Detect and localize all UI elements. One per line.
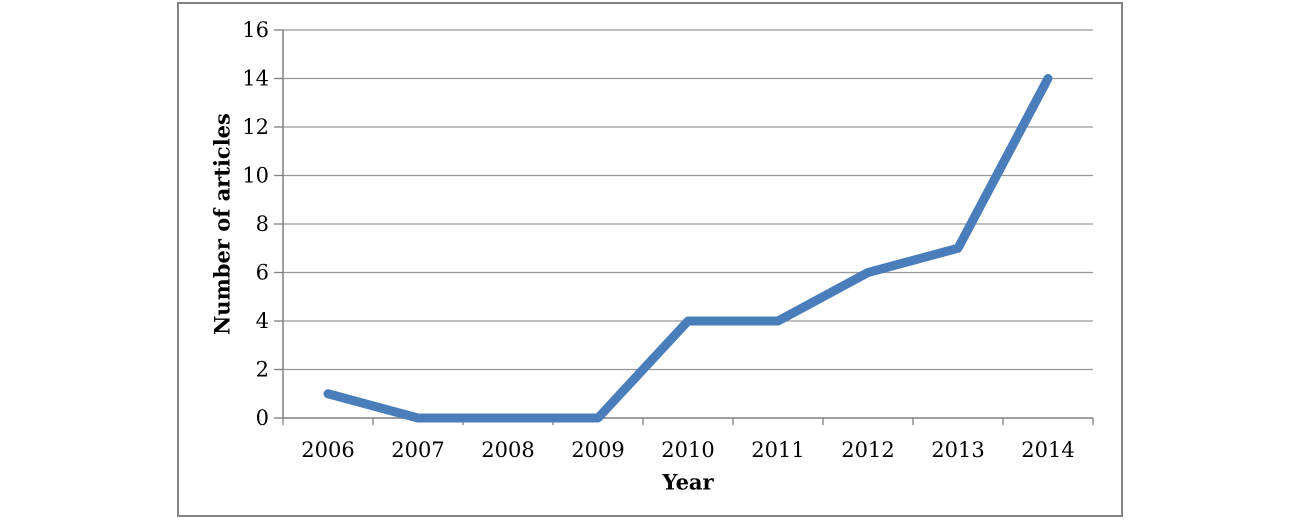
x-tick-label: 2010 bbox=[661, 438, 714, 462]
y-axis-title: Number of articles bbox=[209, 113, 235, 335]
y-tick-label: 2 bbox=[256, 358, 269, 382]
y-tick-label: 0 bbox=[256, 406, 269, 430]
chart-figure: 0 2 4 6 8 10 12 14 16 2006 2007 2008 2009 2010 2011 201… bbox=[177, 2, 1123, 517]
y-tick-label: 14 bbox=[242, 67, 269, 91]
y-tick-label: 4 bbox=[256, 309, 269, 333]
y-tick-label: 6 bbox=[256, 261, 269, 285]
x-tick-label: 2013 bbox=[931, 438, 984, 462]
x-tick-label: 2014 bbox=[1021, 438, 1074, 462]
x-tick-label: 2007 bbox=[391, 438, 444, 462]
x-tick-label: 2011 bbox=[751, 438, 804, 462]
x-axis-title: Year bbox=[662, 469, 714, 495]
y-tick-label: 8 bbox=[256, 212, 269, 236]
x-tick-label: 2009 bbox=[571, 438, 624, 462]
y-tick-label: 16 bbox=[242, 18, 269, 42]
articles-line-series bbox=[323, 74, 1053, 423]
line-chart: 0 2 4 6 8 10 12 14 16 2006 2007 2008 2009 2010 2011 201… bbox=[242, 18, 1094, 462]
x-tick-label: 2008 bbox=[481, 438, 534, 462]
y-tick-label: 12 bbox=[242, 115, 269, 139]
x-tick-label: 2012 bbox=[841, 438, 894, 462]
x-tick-label: 2006 bbox=[301, 438, 354, 462]
y-tick-label: 10 bbox=[242, 164, 269, 188]
